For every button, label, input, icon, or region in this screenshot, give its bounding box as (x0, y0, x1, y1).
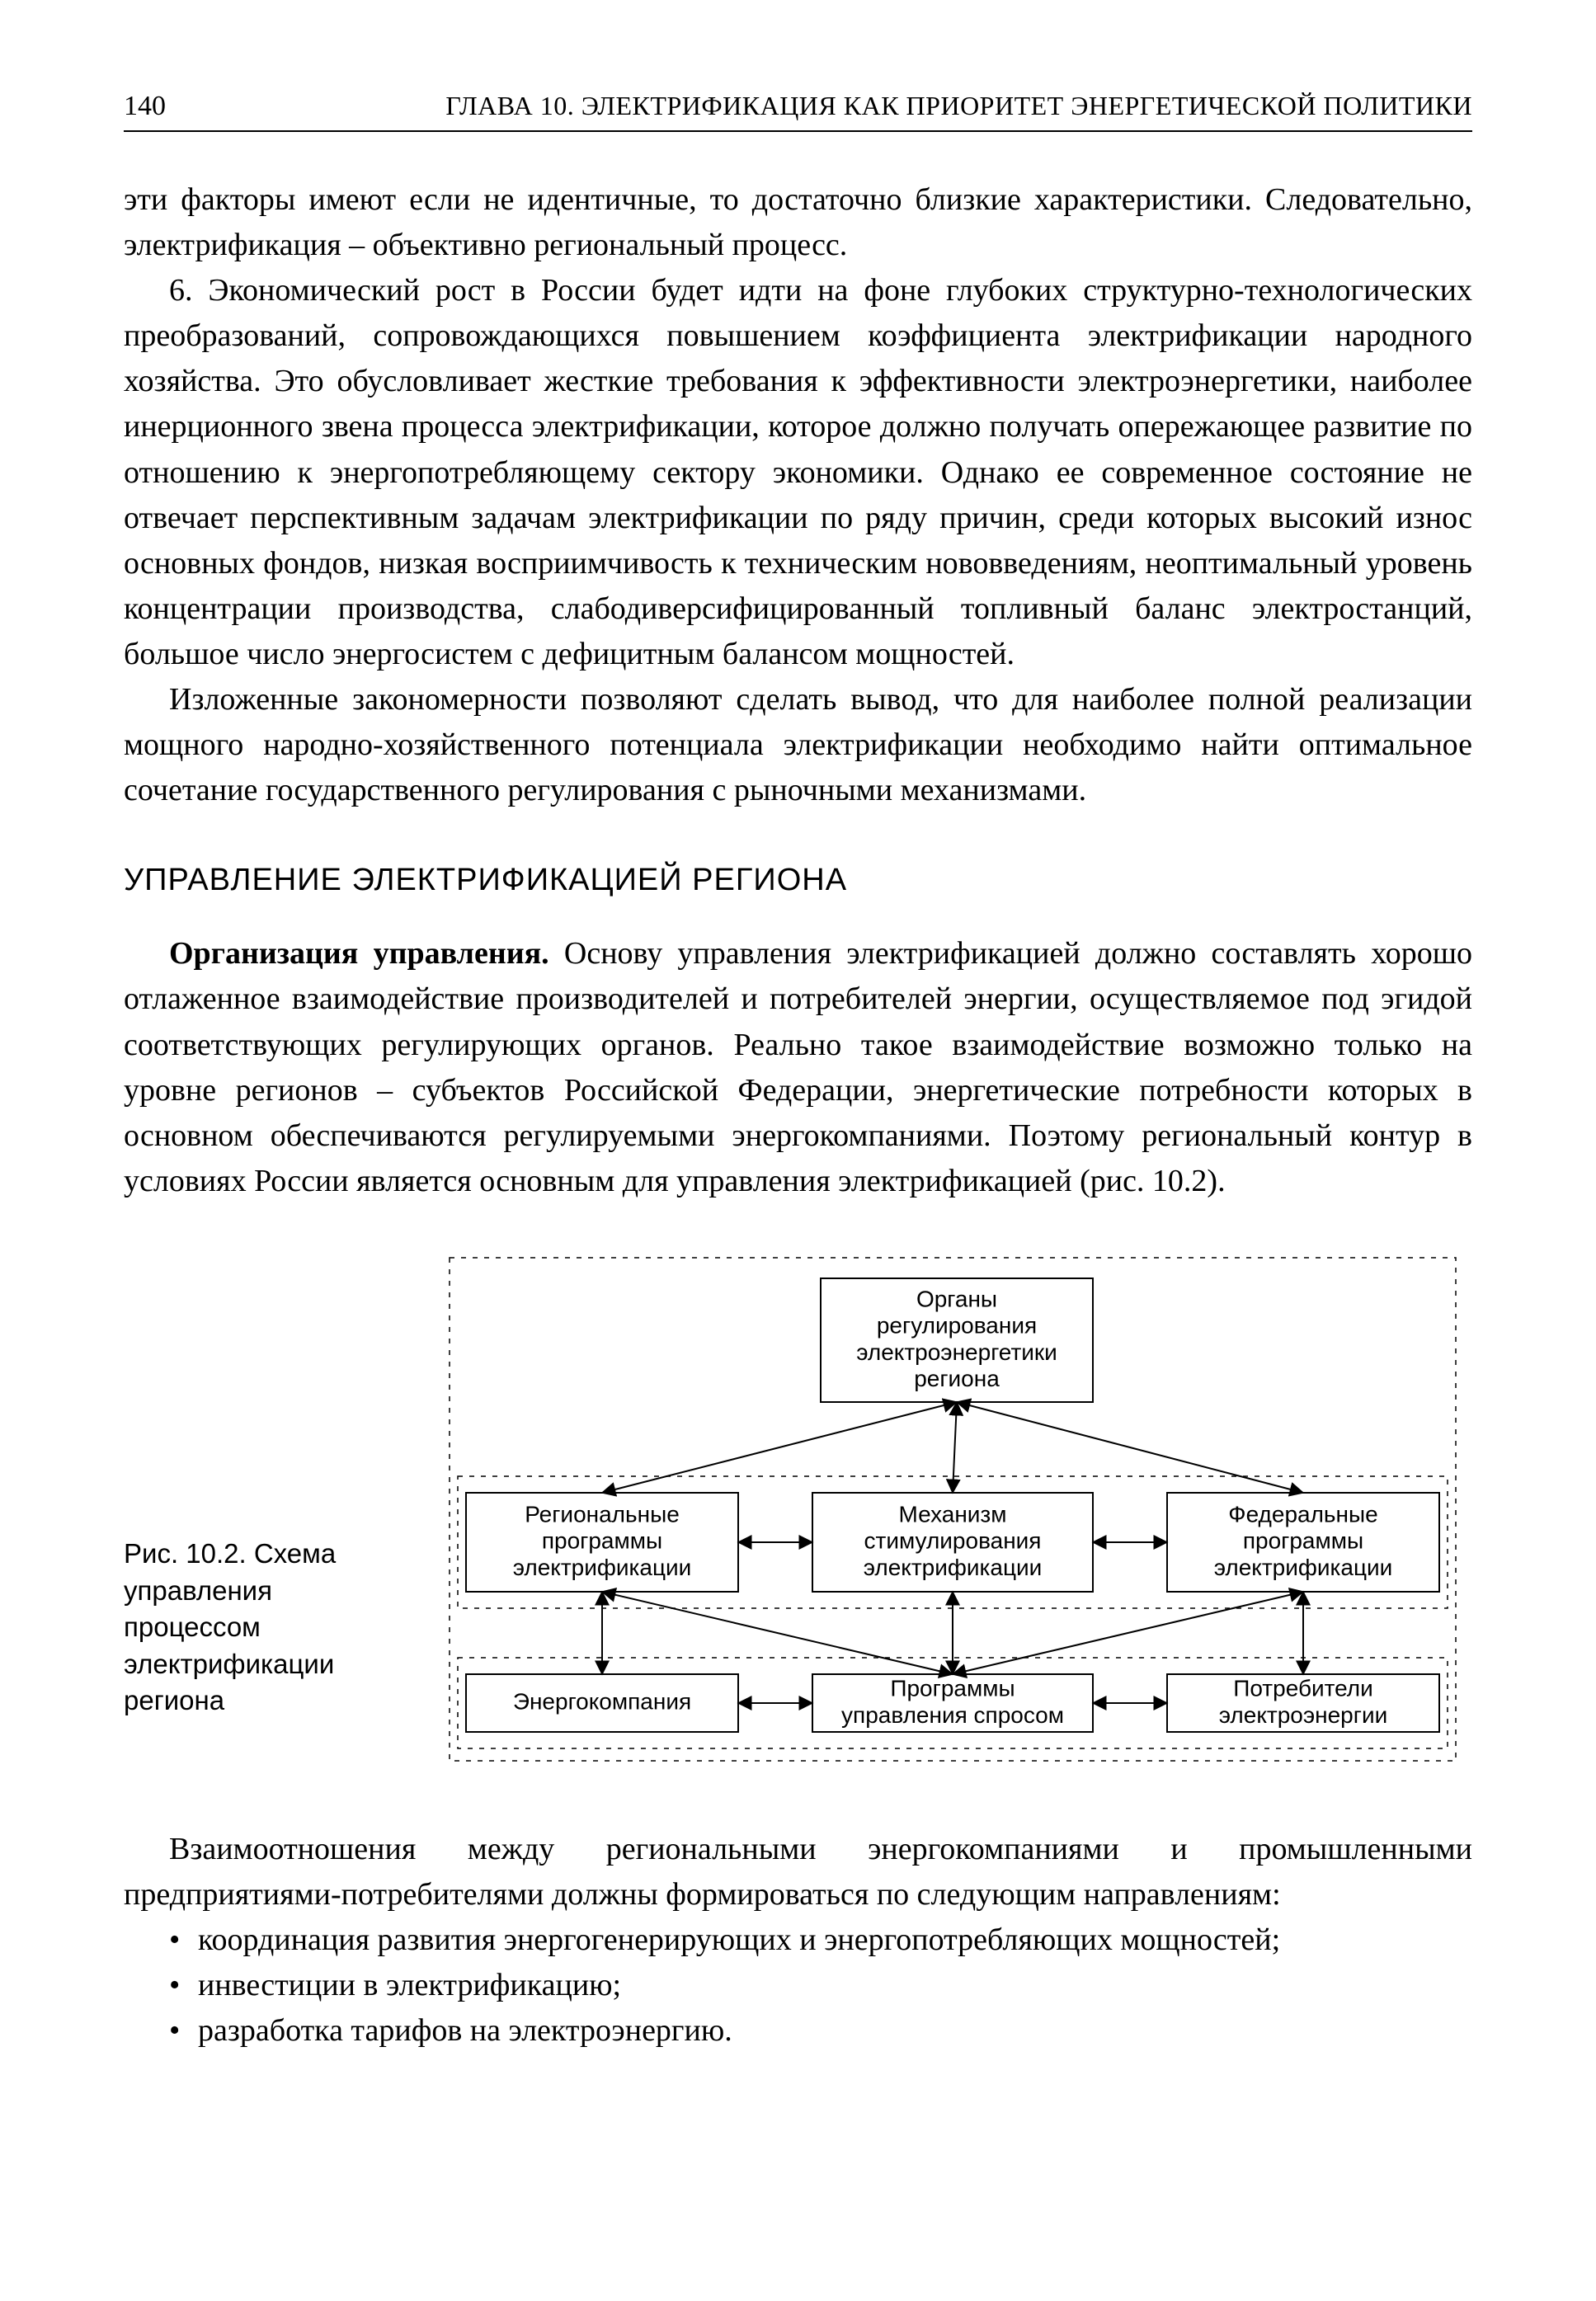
list-item: инвестиции в электрификацию; (124, 1963, 1472, 2008)
list-item: координация развития энергогенерирующих … (124, 1918, 1472, 1963)
body-text-block-3: Взаимоотношения между региональными энер… (124, 1827, 1472, 1918)
svg-text:программы: программы (1243, 1528, 1363, 1554)
page-number: 140 (124, 91, 166, 122)
chapter-header: ГЛАВА 10. ЭЛЕКТРИФИКАЦИЯ КАК ПРИОРИТЕТ Э… (445, 91, 1472, 121)
svg-text:программы: программы (542, 1528, 662, 1554)
svg-text:регулирования: регулирования (877, 1312, 1037, 1338)
svg-text:стимулирования: стимулирования (864, 1528, 1042, 1554)
section-heading: УПРАВЛЕНИЕ ЭЛЕКТРИФИКАЦИЕЙ РЕГИОНА (124, 863, 1472, 898)
page: 140 ГЛАВА 10. ЭЛЕКТРИФИКАЦИЯ КАК ПРИОРИТ… (0, 0, 1596, 2301)
bullet-list: координация развития энергогенерирующих … (124, 1918, 1472, 2054)
figure-caption: Рис. 10.2. Схема управления процессом эл… (124, 1536, 433, 1777)
flowchart: Органырегулированияэлектроэнергетикиреги… (433, 1245, 1472, 1777)
flowchart-svg: Органырегулированияэлектроэнергетикиреги… (433, 1245, 1472, 1773)
svg-text:электроэнергетики: электроэнергетики (856, 1339, 1057, 1365)
paragraph: Организация управления. Основу управлени… (124, 931, 1472, 1204)
body-text-block-2: Организация управления. Основу управлени… (124, 931, 1472, 1204)
running-head: 140 ГЛАВА 10. ЭЛЕКТРИФИКАЦИЯ КАК ПРИОРИТ… (124, 91, 1472, 132)
svg-text:электрификации: электрификации (513, 1555, 692, 1580)
svg-text:Механизм: Механизм (898, 1501, 1006, 1527)
svg-text:Федеральные: Федеральные (1228, 1501, 1377, 1527)
svg-text:электрификации: электрификации (1214, 1555, 1393, 1580)
paragraph: Взаимоотношения между региональными энер… (124, 1827, 1472, 1918)
svg-text:Региональные: Региональные (525, 1501, 680, 1527)
list-item: разработка тарифов на электроэнергию. (124, 2008, 1472, 2054)
figure-area: Рис. 10.2. Схема управления процессом эл… (124, 1245, 1472, 1777)
svg-text:региона: региона (914, 1366, 1000, 1391)
svg-text:Органы: Органы (916, 1286, 997, 1311)
svg-text:управления спросом: управления спросом (841, 1702, 1064, 1728)
svg-text:Потребители: Потребители (1233, 1675, 1373, 1701)
body-text-block-1: эти факторы имеют если не идентичные, то… (124, 177, 1472, 813)
svg-text:электрификации: электрификации (864, 1555, 1043, 1580)
svg-text:Программы: Программы (890, 1675, 1015, 1701)
paragraph: 6. Экономический рост в России будет идт… (124, 268, 1472, 677)
paragraph: Изложенные закономерности позволяют сдел… (124, 677, 1472, 813)
bold-run: Организация управления. (169, 936, 549, 971)
text-run: Основу управления электрификацией должно… (124, 936, 1472, 1198)
svg-text:электроэнергии: электроэнергии (1219, 1702, 1388, 1728)
svg-text:Энергокомпания: Энергокомпания (513, 1689, 691, 1715)
paragraph: эти факторы имеют если не идентичные, то… (124, 177, 1472, 268)
